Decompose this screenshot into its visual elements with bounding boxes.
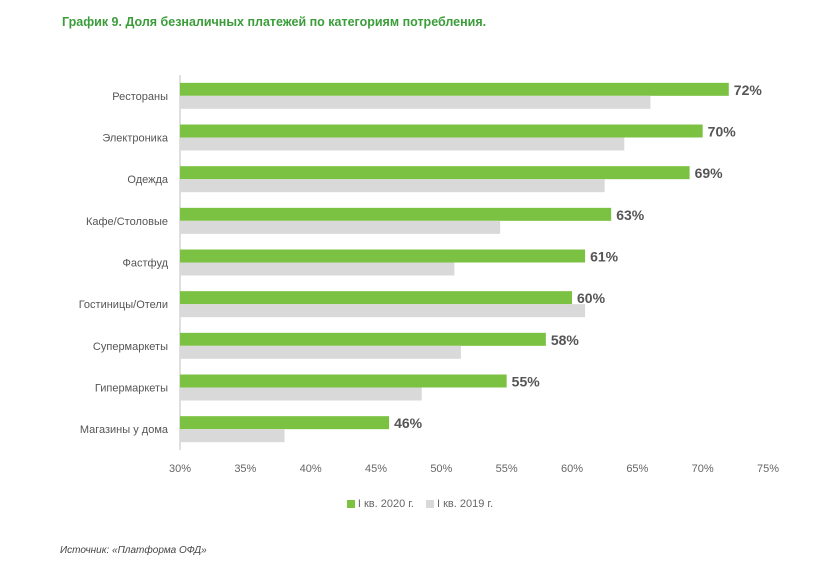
bar-2020-3 xyxy=(180,207,612,221)
value-label-0: 72% xyxy=(734,82,763,98)
x-tick-label-2: 40% xyxy=(300,463,322,475)
x-tick-label-5: 55% xyxy=(496,463,518,475)
bar-2019-0 xyxy=(180,95,651,109)
bar-2019-7 xyxy=(180,387,422,401)
category-label-3: Кафе/Столовые xyxy=(86,216,168,228)
bar-2020-5 xyxy=(180,291,572,305)
value-label-8: 46% xyxy=(394,415,423,431)
category-label-2: Одежда xyxy=(127,174,169,186)
bar-2020-8 xyxy=(180,416,390,430)
bar-2019-8 xyxy=(180,429,285,443)
legend-item-2019: I кв. 2019 г. xyxy=(426,498,493,510)
value-label-7: 55% xyxy=(512,374,541,390)
legend: I кв. 2020 г. I кв. 2019 г. xyxy=(0,498,840,510)
chart-title: График 9. Доля безналичных платежей по к… xyxy=(62,15,487,29)
x-tick-label-9: 75% xyxy=(757,463,779,475)
bar-2019-3 xyxy=(180,220,501,234)
bar-2020-4 xyxy=(180,249,586,263)
x-tick-label-3: 45% xyxy=(365,463,387,475)
x-tick-label-0: 30% xyxy=(169,463,191,475)
legend-swatch-2020 xyxy=(346,500,355,508)
bar-2020-2 xyxy=(180,166,690,180)
value-label-1: 70% xyxy=(708,124,737,140)
bar-2020-0 xyxy=(180,82,729,96)
x-tick-label-8: 70% xyxy=(692,463,714,475)
category-label-7: Гипермаркеты xyxy=(95,383,168,395)
category-label-1: Электроника xyxy=(102,133,169,145)
value-label-6: 58% xyxy=(551,332,580,348)
x-tick-label-7: 65% xyxy=(626,463,648,475)
bar-2020-6 xyxy=(180,332,546,346)
category-label-5: Гостиницы/Отели xyxy=(79,299,168,311)
source-note: Источник: «Платформа ОФД» xyxy=(60,545,207,556)
category-label-4: Фастфуд xyxy=(123,258,169,270)
category-label-0: Рестораны xyxy=(112,91,168,103)
x-tick-label-4: 50% xyxy=(430,463,452,475)
category-label-6: Супермаркеты xyxy=(93,341,168,353)
x-tick-label-1: 35% xyxy=(234,463,256,475)
bar-2019-5 xyxy=(180,304,586,318)
category-label-8: Магазины у дома xyxy=(80,424,169,436)
bar-2020-7 xyxy=(180,374,507,388)
value-label-3: 63% xyxy=(616,207,645,223)
legend-label-2020: I кв. 2020 г. xyxy=(357,498,414,510)
x-tick-label-6: 60% xyxy=(561,463,583,475)
value-label-4: 61% xyxy=(590,249,619,265)
bar-2020-1 xyxy=(180,124,703,138)
legend-swatch-2019 xyxy=(426,500,434,508)
legend-label-2019: I кв. 2019 г. xyxy=(437,498,494,510)
bar-2019-1 xyxy=(180,137,625,151)
legend-item-2020: I кв. 2020 г. xyxy=(346,498,414,510)
value-label-2: 69% xyxy=(695,165,724,181)
bar-2019-4 xyxy=(180,262,455,276)
value-label-5: 60% xyxy=(577,290,606,306)
bar-2019-6 xyxy=(180,345,461,359)
bar-2019-2 xyxy=(180,179,605,193)
